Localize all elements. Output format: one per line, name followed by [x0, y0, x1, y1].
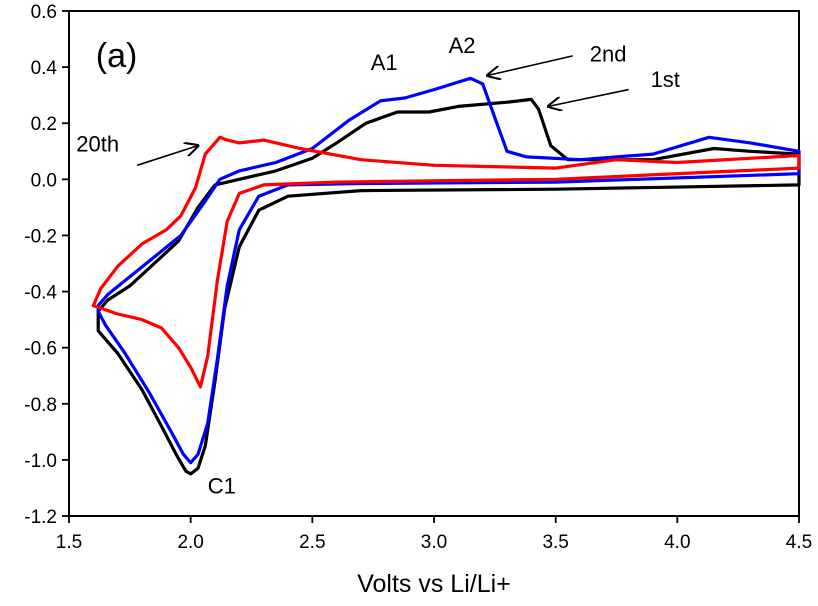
x-tick-label: 4.5: [786, 532, 812, 553]
y-tick-label: 0.4: [31, 58, 58, 79]
y-tick-label: -0.4: [24, 283, 57, 304]
x-tick-label: 3.5: [542, 532, 568, 553]
plot-frame: [68, 10, 800, 517]
peak-annotation: 2nd: [590, 42, 627, 67]
x-tick-label: 2.0: [177, 532, 203, 553]
y-tick-label: 0.0: [31, 170, 57, 191]
series-layer: [91, 76, 801, 476]
annotation-arrow: [488, 55, 573, 76]
annotation-arrow: [136, 146, 198, 167]
peak-annotation: C1: [208, 474, 236, 499]
y-tick-label: -1.2: [24, 507, 57, 528]
x-tick-label: 1.5: [56, 532, 82, 553]
panel-label: (a): [96, 37, 138, 75]
cv-curve-3: [91, 135, 801, 389]
y-tick-label: -0.2: [24, 226, 57, 247]
peak-annotation: A2: [449, 33, 476, 58]
peak-annotation: 1st: [651, 67, 680, 92]
y-axis-ticks: -1.2 -1.0 -0.8 -0.6 -0.4 -0.2 0.0 0.2 0.4 0.6: [24, 2, 69, 528]
x-tick-label: 2.5: [299, 532, 325, 553]
x-tick-label: 4.0: [664, 532, 690, 553]
peak-annotation: A1: [371, 50, 398, 75]
x-axis-ticks: 1.5 2.0 2.5 3.0 3.5 4.0 4.5: [56, 516, 812, 553]
x-axis-label: Volts vs Li/Li+: [357, 570, 511, 598]
annotation-arrow: [548, 88, 629, 107]
y-tick-label: -0.8: [24, 395, 57, 416]
x-tick-label: 3.0: [421, 532, 447, 553]
y-tick-label: 0.2: [31, 114, 57, 135]
y-tick-label: -1.0: [24, 451, 57, 472]
arrow-layer: [136, 55, 629, 167]
y-tick-label: -0.6: [24, 339, 57, 360]
peak-annotation: 20th: [76, 131, 119, 156]
annotation-layer: (a) A1 A2 2nd 1st 20th C1: [76, 33, 680, 498]
y-tick-label: 0.6: [31, 2, 57, 23]
cv-curve-2: [96, 76, 801, 465]
